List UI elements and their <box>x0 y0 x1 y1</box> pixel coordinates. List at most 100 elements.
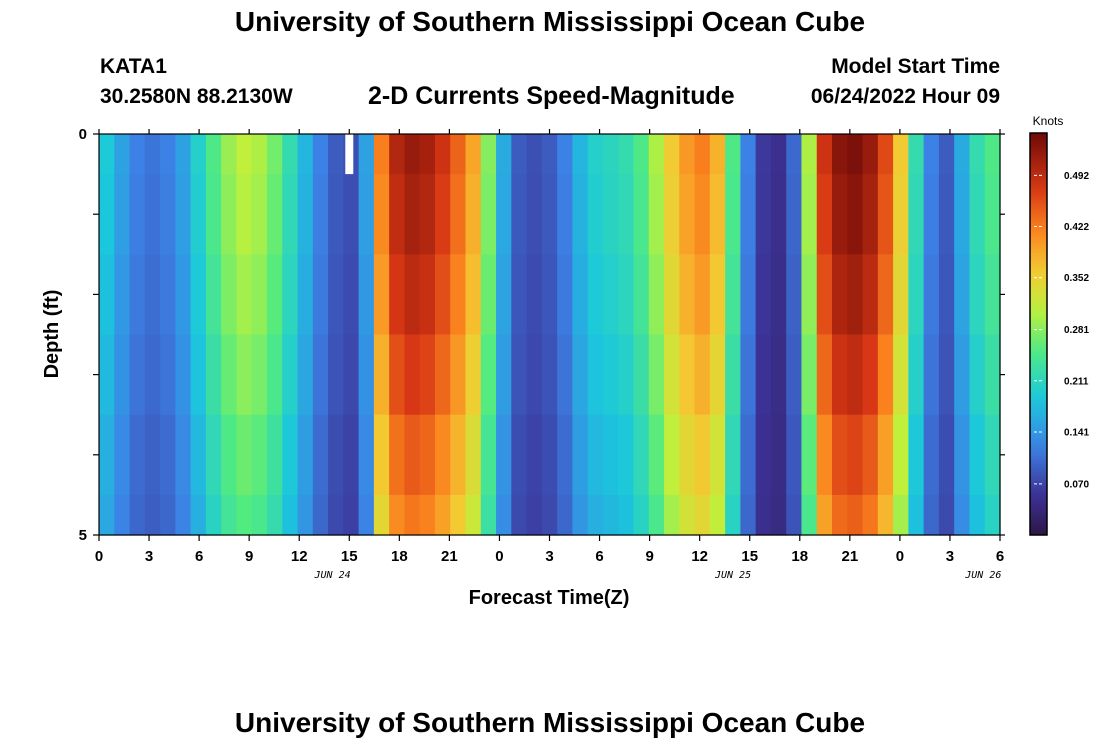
heatmap-cell <box>572 494 589 536</box>
heatmap-cell <box>266 494 283 536</box>
colorbar-tick-label: 0.422 <box>1064 222 1089 233</box>
heatmap-cell <box>282 254 299 336</box>
heatmap-cell <box>618 254 635 336</box>
heatmap-cell <box>373 494 390 536</box>
heatmap-cell <box>862 414 879 496</box>
colorbar-unit-label: Knots <box>1033 114 1064 128</box>
heatmap-cell <box>770 134 787 175</box>
heatmap-cell <box>587 414 604 496</box>
heatmap-cell <box>786 414 803 496</box>
heatmap-cell <box>679 334 696 416</box>
heatmap-cell <box>984 414 1001 496</box>
x-tick-label: 9 <box>245 548 253 565</box>
heatmap-cell <box>221 254 238 336</box>
heatmap-cell <box>373 414 390 496</box>
heatmap-cell <box>419 414 436 496</box>
date-label: JUN 26 <box>964 570 1001 581</box>
heatmap-cell <box>99 494 115 536</box>
heatmap-cell <box>755 334 772 416</box>
colorbar-gradient <box>1029 132 1048 536</box>
heatmap-cell <box>679 254 696 336</box>
heatmap-cell <box>236 334 253 416</box>
heatmap-cell <box>205 414 222 496</box>
heatmap-cell <box>511 174 528 255</box>
x-tick-label: 0 <box>495 548 503 565</box>
heatmap-cell <box>465 414 482 496</box>
heatmap-cell <box>740 254 757 336</box>
heatmap-cell <box>908 494 925 536</box>
heatmap-cell <box>389 254 406 336</box>
heatmap-cell <box>160 134 176 175</box>
heatmap-cell <box>816 134 833 175</box>
heatmap-cell <box>221 414 238 496</box>
heatmap-cell <box>893 334 909 416</box>
heatmap-cell <box>664 254 680 336</box>
heatmap-cell <box>282 414 299 496</box>
heatmap-cell <box>755 494 772 536</box>
heatmap-cell <box>328 174 344 255</box>
heatmap-cell <box>679 494 696 536</box>
heatmap-cell <box>450 134 467 175</box>
heatmap-cell <box>129 254 146 336</box>
y-axis-label: Depth (ft) <box>41 290 63 379</box>
heatmap-cell <box>938 414 955 496</box>
heatmap-cell <box>312 254 329 336</box>
heatmap-cell <box>358 414 375 496</box>
heatmap-cell <box>450 414 467 496</box>
heatmap-cell <box>465 494 482 536</box>
heatmap-cell <box>266 174 283 255</box>
heatmap-cell <box>404 334 421 416</box>
heatmap-cell <box>496 414 512 496</box>
heatmap-cell <box>572 174 589 255</box>
heatmap-cell <box>480 414 497 496</box>
heatmap-cell <box>343 174 360 255</box>
heatmap-cell <box>160 174 176 255</box>
heatmap-cell <box>480 334 497 416</box>
y-axis: 05 <box>79 126 1005 544</box>
heatmap-cell <box>129 134 146 175</box>
heatmap-cell <box>770 334 787 416</box>
heatmap-cell <box>709 494 726 536</box>
heatmap-cell <box>434 334 451 416</box>
heatmap-cell <box>526 334 543 416</box>
heatmap-cell <box>221 174 238 255</box>
heatmap-cell <box>419 334 436 416</box>
heatmap-cell <box>160 334 176 416</box>
heatmap-cell <box>175 494 192 536</box>
heatmap-cell <box>541 134 558 175</box>
heatmap-cell <box>862 254 879 336</box>
heatmap-cell <box>511 414 528 496</box>
heatmap-cell <box>709 334 726 416</box>
heatmap-cell <box>877 134 894 175</box>
heatmap-cell <box>862 494 879 536</box>
heatmap-cell <box>511 134 528 175</box>
heatmap-cell <box>404 414 421 496</box>
station-coordinates: 30.2580N 88.2130W <box>100 85 293 108</box>
heatmap-cell <box>832 494 848 536</box>
heatmap-cell <box>526 414 543 496</box>
heatmap-cell <box>709 254 726 336</box>
heatmap-cell <box>251 254 268 336</box>
heatmap-cell <box>480 254 497 336</box>
heatmap-cell <box>633 334 650 416</box>
heatmap-cell <box>236 254 253 336</box>
heatmap-cell <box>694 494 711 536</box>
heatmap-cell <box>511 494 528 536</box>
heatmap-cell <box>816 174 833 255</box>
x-axis-label: Forecast Time(Z) <box>469 587 630 609</box>
heatmap-cell <box>373 254 390 336</box>
heatmap-cell <box>541 254 558 336</box>
heatmap-cell <box>893 174 909 255</box>
heatmap-cell <box>373 174 390 255</box>
heatmap-cell <box>450 254 467 336</box>
heatmap-cell <box>893 254 909 336</box>
heatmap-cell <box>160 254 176 336</box>
heatmap-cell <box>282 334 299 416</box>
heatmap-cell <box>389 494 406 536</box>
heatmap-cell <box>175 334 192 416</box>
heatmap-cell <box>328 134 344 175</box>
heatmap-cell <box>99 134 115 175</box>
heatmap-cell <box>465 334 482 416</box>
x-tick-label: 6 <box>195 548 203 565</box>
heatmap-cell <box>572 414 589 496</box>
